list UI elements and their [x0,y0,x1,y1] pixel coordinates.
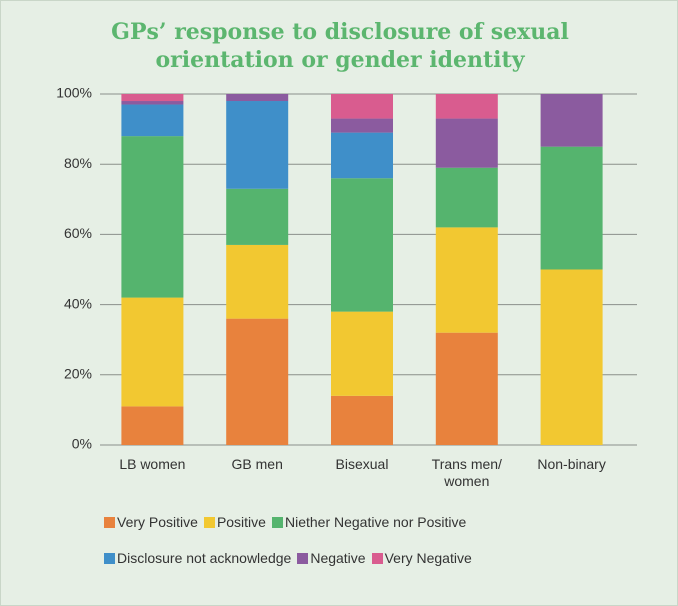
x-tick-label: LB women [119,456,186,472]
legend-label: Disclosure not acknowledge [117,550,292,566]
legend: Very Positive Positive Niether Negative no… [104,514,574,566]
legend-item: Very Negative [371,550,472,566]
bar-segment [226,101,289,189]
bar-segment [540,269,603,445]
bar-segment [121,104,184,137]
chart-title: GPs’ response to disclosure of sexual [111,19,569,45]
bar-segment [435,167,498,228]
y-tick-label: 100% [56,85,92,101]
legend-swatch [271,516,283,528]
legend-swatch [371,552,383,564]
y-tick-label: 20% [64,366,92,382]
bar-segment [226,188,289,245]
legend-label: Niether Negative nor Positive [284,514,467,530]
legend-label: Very Positive [117,514,198,530]
bar-segment [435,118,498,168]
bar-segment [331,132,393,179]
bar-segment [121,94,184,102]
y-tick-label: 80% [64,155,92,171]
legend-item: Disclosure not acknowledge [104,550,291,566]
legend-label: Positive [216,514,266,530]
chart-title: orientation or gender identity [155,47,525,73]
x-tick-label: Bisexual [335,456,389,472]
bar-segment [226,244,289,319]
bar-segment [331,395,393,445]
bar-segment [121,136,184,298]
y-tick-label: 0% [72,436,92,452]
bar-segment [331,118,393,133]
bar-segment [331,94,393,119]
legend-item: Positive [203,514,266,530]
legend-item: Niether Negative nor Positive [271,514,467,530]
y-tick-label: 60% [64,225,92,241]
legend-item: Very Positive [104,514,198,530]
x-tick-label: GB men [231,456,283,472]
bar-segment [331,311,393,396]
legend-label: Negative [310,550,366,566]
x-tick-label: Non-binary [537,456,606,472]
bar-segment [435,227,498,333]
legend-item: Negative [297,550,366,566]
bar-segment [226,318,289,445]
bar-segment [226,94,289,102]
bar-segment [435,94,498,119]
x-tick-label: Trans men/ women [431,456,502,489]
legend-swatch [104,516,115,528]
legend-swatch [297,552,309,564]
bar-segment [540,94,603,147]
bar-segment [435,332,498,445]
bar-segment [331,178,393,312]
bar-segment [121,297,184,407]
bar-segment [540,146,603,270]
legend-swatch [203,516,215,528]
bar-segment [121,101,184,105]
y-tick-label: 40% [64,295,92,311]
legend-label: Very Negative [384,550,472,566]
legend-swatch [104,552,115,564]
bar-segment [121,406,184,445]
